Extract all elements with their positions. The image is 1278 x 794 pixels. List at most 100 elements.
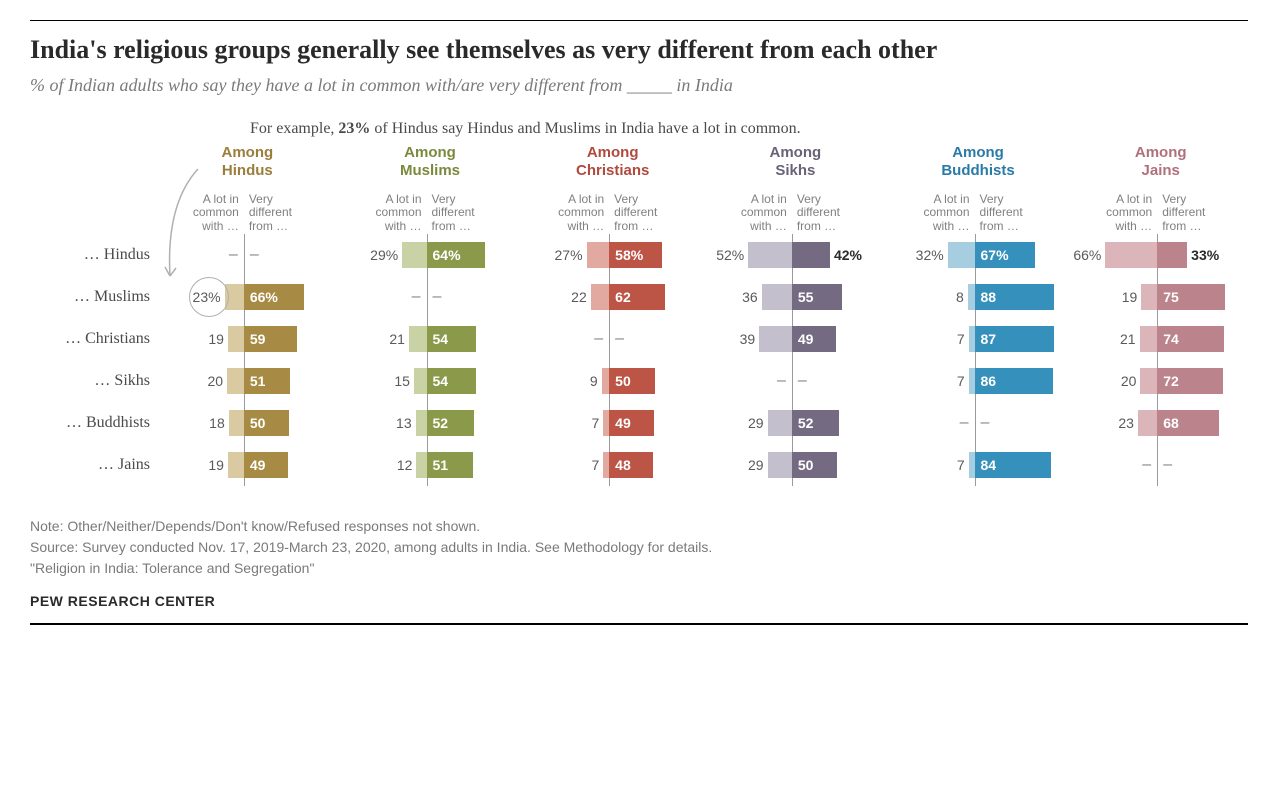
value-different: 42% — [834, 247, 862, 263]
data-row: 1554 — [343, 360, 518, 402]
bar-different — [1157, 242, 1187, 268]
bar-different: 87 — [975, 326, 1054, 352]
bar-left-wrap: 19 — [1073, 284, 1157, 310]
value-common: 8 — [956, 289, 964, 305]
subheaders: A lot incommonwith …Verydifferentfrom … — [343, 184, 518, 234]
groups-wrapper: AmongHindusA lot incommonwith …Verydiffe… — [160, 144, 1248, 486]
data-row: –– — [1073, 444, 1248, 486]
value-different: 75 — [1163, 289, 1179, 305]
bar-common — [1140, 326, 1158, 352]
bar-left-wrap: 27% — [525, 242, 609, 268]
value-common: 29% — [370, 247, 398, 263]
bar-right-wrap: 72 — [1157, 368, 1248, 394]
subheader-left: A lot incommonwith … — [1073, 184, 1157, 234]
dash: – — [771, 372, 792, 390]
bar-left-wrap: 21 — [1073, 326, 1157, 352]
value-common: 22 — [571, 289, 587, 305]
bar-right-wrap: 88 — [975, 284, 1066, 310]
bar-common — [1141, 284, 1157, 310]
subheaders: A lot incommonwith …Verydifferentfrom … — [1073, 184, 1248, 234]
data-row: –– — [343, 276, 518, 318]
bar-different: 55 — [792, 284, 842, 310]
value-common: 20 — [207, 373, 223, 389]
bar-right-wrap: 86 — [975, 368, 1066, 394]
data-rows: 32%67%888787786––784 — [891, 234, 1066, 486]
value-different: 48 — [615, 457, 631, 473]
dash: – — [223, 246, 244, 264]
bar-different: 51 — [244, 368, 290, 394]
bar-different: 67% — [975, 242, 1036, 268]
bar-different: 52 — [427, 410, 474, 436]
bar-right-wrap: 52 — [792, 410, 883, 436]
bar-left-wrap: 7 — [891, 368, 975, 394]
subheaders: A lot incommonwith …Verydifferentfrom … — [708, 184, 883, 234]
value-different: 50 — [798, 457, 814, 473]
bar-different: 50 — [244, 410, 289, 436]
bar-common — [587, 242, 610, 268]
data-row: –– — [708, 360, 883, 402]
bar-right-wrap: – — [609, 326, 700, 352]
value-common: 21 — [389, 331, 405, 347]
bar-right-wrap: 66% — [244, 284, 335, 310]
data-row: 21 74 — [1073, 318, 1248, 360]
data-row: 3655 — [708, 276, 883, 318]
bar-left-wrap: 15 — [343, 368, 427, 394]
bar-common — [1105, 242, 1157, 268]
group-header: AmongMuslims — [343, 144, 518, 184]
bar-right-wrap: 48 — [609, 452, 700, 478]
bar-left-wrap: 32% — [891, 242, 975, 268]
chart-title: India's religious groups generally see t… — [30, 35, 1248, 65]
example-suffix: of Hindus say Hindus and Muslims in Indi… — [370, 120, 800, 137]
group-header: AmongChristians — [525, 144, 700, 184]
value-different: 59 — [250, 331, 266, 347]
bar-right-wrap: 51 — [427, 452, 518, 478]
bar-different: 66% — [244, 284, 304, 310]
data-row: 29 52 — [708, 402, 883, 444]
value-different: 50 — [250, 415, 266, 431]
bar-left-wrap: 9 — [525, 368, 609, 394]
data-row: 2154 — [343, 318, 518, 360]
group-column: AmongJainsA lot incommonwith …Verydiffer… — [1073, 144, 1248, 486]
data-row: 748 — [525, 444, 700, 486]
value-common: 19 — [208, 457, 224, 473]
value-different: 49 — [615, 415, 631, 431]
example-prefix: For example, — [250, 120, 338, 137]
chart-area: … Hindus… Muslims… Christians… Sikhs… Bu… — [30, 144, 1248, 486]
bar-right-wrap: 50 — [609, 368, 700, 394]
dash: – — [588, 330, 609, 348]
data-row: 52%42% — [708, 234, 883, 276]
row-label: … Muslims — [30, 276, 160, 318]
bar-left-wrap: 7 — [891, 326, 975, 352]
bar-left-wrap: 29 — [708, 452, 792, 478]
data-row: 66%33% — [1073, 234, 1248, 276]
bar-left-wrap: 39 — [708, 326, 792, 352]
subheader-right: Verydifferentfrom … — [975, 184, 1066, 234]
bar-left-wrap: 20 — [160, 368, 244, 394]
bar-common — [768, 410, 792, 436]
value-different: 74 — [1163, 331, 1179, 347]
group-header: AmongBuddhists — [891, 144, 1066, 184]
footnotes: Note: Other/Neither/Depends/Don't know/R… — [30, 516, 1248, 579]
bar-different: 68 — [1157, 410, 1219, 436]
bar-right-wrap: 64% — [427, 242, 518, 268]
bar-left-wrap: 36 — [708, 284, 792, 310]
bar-left-wrap: 13 — [343, 410, 427, 436]
value-common: 7 — [957, 331, 965, 347]
bar-common — [759, 326, 792, 352]
row-label: … Sikhs — [30, 360, 160, 402]
row-label: … Jains — [30, 444, 160, 486]
bar-left-wrap: 23% — [160, 284, 244, 310]
bar-right-wrap: 74 — [1157, 326, 1248, 352]
bar-right-wrap: 42% — [792, 242, 883, 268]
bar-common — [602, 368, 610, 394]
subheader-right: Verydifferentfrom … — [792, 184, 883, 234]
value-different: 68 — [1163, 415, 1179, 431]
data-rows: 29%64%––2154155413521251 — [343, 234, 518, 486]
bar-left-wrap: 19 — [160, 326, 244, 352]
value-common: 29 — [748, 415, 764, 431]
dash: – — [406, 288, 427, 306]
bar-different: 49 — [244, 452, 289, 478]
bar-different: 88 — [975, 284, 1055, 310]
value-common: 23% — [193, 289, 221, 305]
data-row: 32%67% — [891, 234, 1066, 276]
